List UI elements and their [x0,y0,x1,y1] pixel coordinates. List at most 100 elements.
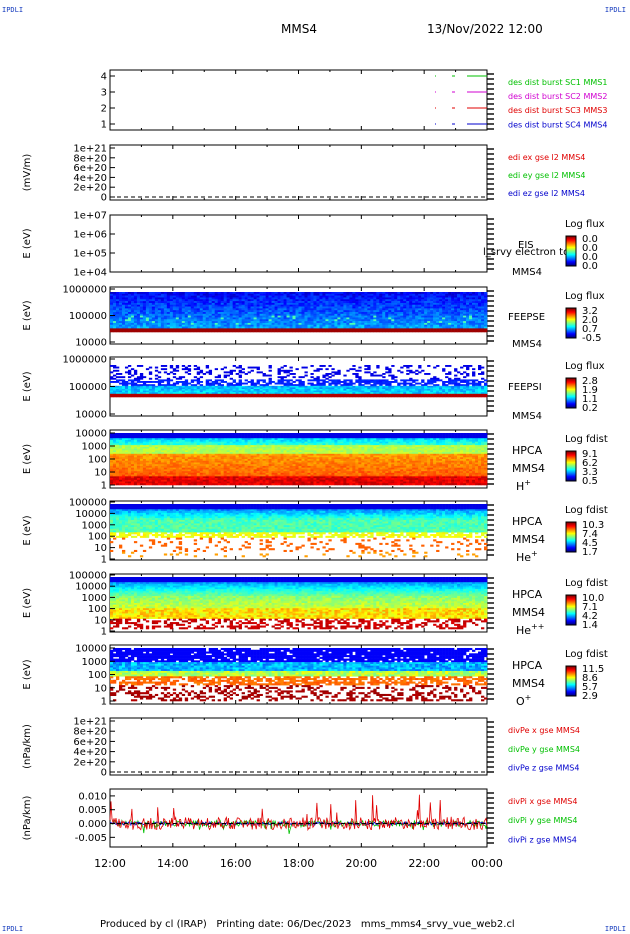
spectro-cell [433,321,437,324]
spectro-cell [448,379,452,382]
spectro-cell [238,324,242,327]
spectro-cell [169,304,174,307]
spectro-cell [475,322,479,326]
spectro-cell [376,304,380,307]
spectro-cell [334,308,338,311]
spectro-cell [226,302,230,306]
spectro-cell [184,389,189,391]
spectro-cell [253,393,257,396]
spectro-cell [130,299,135,302]
spectro-cell [361,328,365,331]
spectro-cell [232,393,236,396]
spectro-cell [322,313,326,316]
spectro-cell [127,321,132,324]
spectro-cell [187,365,192,367]
spectro-cell [319,322,323,326]
spectro-cell [184,308,189,311]
spectro-cell [121,317,126,320]
spectro-cell [190,293,195,296]
spectro-cell [421,302,425,306]
spectro-cell [184,310,189,313]
spectro-cell [244,301,248,304]
spectro-cell [295,384,299,387]
spectro-cell [433,317,437,320]
spectro-cell [124,392,129,395]
spectro-cell [127,382,132,385]
spectro-cell [214,317,219,320]
spectro-cell [205,385,210,388]
spectro-cell [415,395,419,398]
spectro-cell [481,395,485,398]
spectro-cell [337,321,341,324]
colorbar-slice [566,264,576,266]
spectro-cell [238,385,242,388]
spectro-cell [130,479,135,482]
spectro-cell [124,467,129,470]
spectro-cell [232,301,236,304]
spectro-cell [199,376,204,379]
spectro-cell [217,306,222,309]
spectro-cell [358,321,362,324]
spectro-cell [319,297,323,300]
spectro-cell [178,301,183,304]
spectro-cell [115,436,120,439]
spectro-cell [244,382,248,385]
spectro-cell [199,315,204,318]
spectro-cell [289,373,293,375]
spectro-cell [319,317,323,320]
spectro-cell [196,319,201,322]
spectro-cell [253,301,257,304]
spectro-cell [298,326,302,329]
spectro-cell [232,389,236,391]
spectro-cell [400,315,404,318]
spectro-cell [430,319,434,322]
spectro-cell [238,381,242,383]
spectro-cell [379,390,383,393]
spectro-cell [427,317,431,320]
spectro-cell [307,302,311,306]
spectro-cell [229,315,233,318]
spectro-cell [253,382,257,385]
colorbar-slice [566,314,576,316]
spectro-cell [451,301,455,304]
colorbar-slice [566,385,576,387]
spectro-cell [415,393,419,396]
spectro-cell [247,366,251,369]
spectro-cell [382,389,386,391]
spectro-cell [472,382,476,385]
spectro-cell [412,301,416,304]
spectro-cell [454,387,458,390]
spectro-cell [169,292,174,295]
spectro-cell [313,330,317,333]
spectro-cell [304,374,308,377]
spectro-cell [253,293,257,296]
spectro-cell [208,312,213,315]
spectro-cell [133,313,138,316]
spectro-cell [313,299,317,302]
spectro-cell [274,315,278,318]
spectro-cell [475,315,479,318]
spectro-cell [169,365,174,367]
spectro-cell [244,321,248,324]
spectro-cell [298,315,302,318]
spectro-cell [409,301,413,304]
spectro-cell [184,366,189,369]
spectro-cell [232,319,236,322]
spectro-cell [181,310,186,313]
spectro-cell [136,324,141,327]
spectro-cell [349,299,353,302]
spectro-cell [175,389,180,391]
spectro-cell [301,385,305,388]
spectro-cell [139,389,144,391]
spectro-cell [442,292,446,295]
spectro-cell [340,301,344,304]
spectro-cell [421,326,425,329]
spectro-cell [328,330,332,333]
colorbar-slice [566,259,576,261]
spectro-cell [133,469,138,472]
spectro-cell [238,321,242,324]
spectro-cell [457,382,461,385]
spectro-cell [220,387,224,390]
spectro-cell [427,308,431,311]
spectro-cell [112,395,117,398]
